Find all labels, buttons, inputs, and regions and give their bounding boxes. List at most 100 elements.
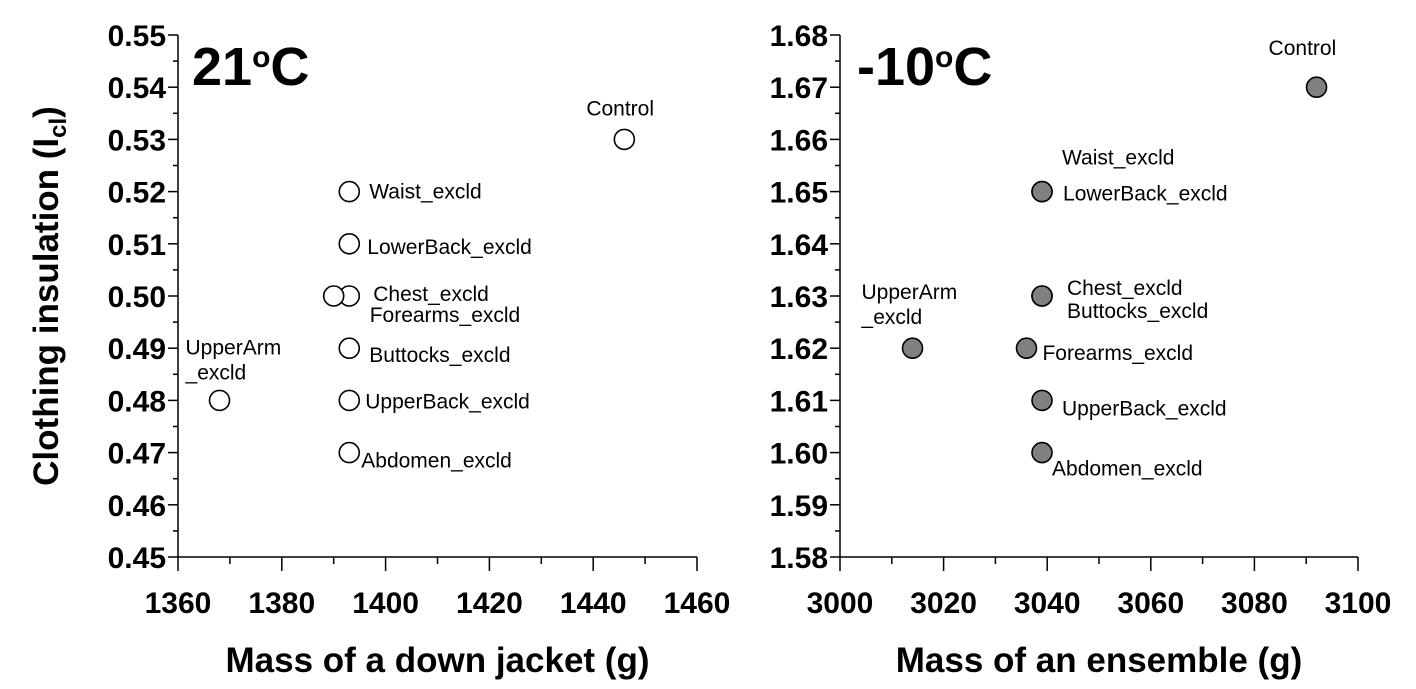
data-point-abdomen-excld [1031,441,1053,464]
y-tick-label: 1.63 [770,281,828,314]
y-tick-label: 0.53 [108,124,166,157]
x-tick-label: 1460 [664,587,731,620]
y-tick-label: 0.51 [108,229,166,262]
y-tick-label: 1.66 [770,124,828,157]
point-label-upperarm-excld: UpperArm _excld [185,336,282,384]
data-point-forearms-excld [322,285,345,307]
point-label-lowerback-excld: LowerBack_excld [367,236,532,259]
point-label-line: UpperArm [186,336,282,359]
data-point-upperback-excld [338,389,361,412]
point-label-control: Control [586,97,654,120]
panel-title-value: -10 [857,37,935,97]
y-tick-label: 0.55 [108,20,166,53]
point-label-line: Waist_excld [1062,147,1174,170]
data-point-lowerback-excld [1031,180,1053,203]
y-tick-label: 1.65 [770,177,828,210]
data-point-upperarm-excld [208,389,231,412]
panel-title-unit: C [270,37,309,97]
y-tick-label: 0.48 [108,385,166,418]
x-tick-label: 3020 [910,587,977,620]
x-tick-label: 1440 [560,587,627,620]
data-point-buttocks-excld [338,337,361,360]
data-point-buttocks-excld [1031,285,1053,307]
x-axis-title: Mass of an ensemble (g) [896,641,1302,680]
point-label-upperback-excld: UpperBack_excld [1062,397,1227,420]
data-point-upperarm-excld [901,337,924,360]
point-label-line: Forearms_excld [1042,342,1193,365]
point-label-lowerback-excld: LowerBack_excld [1063,183,1228,206]
point-label-line: Control [586,97,654,120]
point-label-line: Buttocks_excld [369,344,510,367]
data-point-forearms-excld [1015,337,1038,360]
point-label-line: _excld [185,361,247,384]
chart-panel-1: 0.45 0.46 0.47 0.48 0.49 0.50 0.51 0.52 0.53 0.54… [27,20,730,680]
y-tick-label: 0.47 [108,438,166,471]
point-label-abdomen-excld: Abdomen_excld [1052,458,1203,481]
data-point-waist-excld [338,180,361,203]
data-point-control [613,128,636,151]
y-tick-label: 0.45 [108,542,166,575]
x-tick-label: 3060 [1117,587,1184,620]
point-label-line: _excld [861,306,923,329]
point-label-line: Control [1269,37,1337,60]
point-label-line: UpperBack_excld [365,390,530,413]
degree-mark: o [935,41,953,74]
y-tick-label: 1.60 [770,438,828,471]
y-tick-label: 0.54 [108,72,167,105]
y-axis-title-end: ) [27,106,66,118]
point-label-forearms-excld: Forearms_excld [1042,342,1193,365]
x-axis-title: Mass of a down jacket (g) [226,641,650,680]
point-label-line: Abdomen_excld [361,450,512,473]
data-point-abdomen-excld [338,441,361,464]
point-label-line: UpperArm [862,281,958,304]
y-tick-label: 1.59 [770,490,828,523]
y-tick-label: 1.64 [770,229,829,262]
y-tick-label: 0.52 [108,177,166,210]
y-tick-label: 0.49 [108,333,166,366]
point-label-forearms-excld: Forearms_excld [370,304,521,327]
panel-title: -10oC [857,37,992,97]
point-label-line: Forearms_excld [370,304,521,327]
point-label-abdomen-excld: Abdomen_excld [361,450,512,473]
y-tick-label: 1.68 [770,20,828,53]
panel-title-value: 21 [192,37,252,97]
y-tick-label: 1.61 [770,385,828,418]
point-label-line: Buttocks_excld [1067,300,1208,323]
x-tick-label: 3100 [1325,587,1392,620]
degree-mark: o [252,41,270,74]
x-tick-label: 3000 [807,587,874,620]
data-point-upperback-excld [1031,389,1053,412]
data-point-control [1305,76,1328,98]
x-tick-label: 1420 [456,587,523,620]
point-label-line: LowerBack_excld [367,236,532,259]
x-tick-label: 3080 [1221,587,1288,620]
point-label-line: UpperBack_excld [1062,397,1227,420]
x-tick-label: 1380 [248,587,315,620]
x-tick-label: 3040 [1014,587,1081,620]
point-label-buttocks-excld: Buttocks_excld [369,344,510,367]
x-tick-label: 1360 [145,587,212,620]
x-tick-label: 1400 [352,587,419,620]
data-point-lowerback-excld [338,233,361,255]
point-label-control: Control [1269,37,1337,60]
point-label-line: Chest_excld [1067,277,1183,300]
chart-panel-2: 1.58 1.59 1.60 1.61 1.62 1.63 1.64 1.65 1.66 1.67… [770,20,1392,680]
y-axis-title-subscript: cl [45,118,72,138]
point-label-waist-excld: Waist_excld [369,181,481,204]
y-tick-label: 0.46 [108,490,166,523]
point-label-line: Waist_excld [369,181,481,204]
y-axis-title-main: Clothing insulation (I [27,138,66,486]
point-label-buttocks-excld: Buttocks_excld [1067,300,1208,323]
point-label-chest-excld: Chest_excld [1067,277,1183,300]
y-tick-label: 1.58 [770,542,828,575]
y-tick-label: 1.62 [770,333,828,366]
y-tick-label: 1.67 [770,72,828,105]
point-label-line: LowerBack_excld [1063,183,1228,206]
panel-title: 21oC [192,37,309,97]
point-label-line: Chest_excld [373,283,489,306]
point-label-waist-excld: Waist_excld [1062,147,1174,170]
point-label-line: Abdomen_excld [1052,458,1203,481]
y-tick-label: 0.50 [108,281,166,314]
point-label-upperarm-excld: UpperArm _excld [861,281,958,329]
